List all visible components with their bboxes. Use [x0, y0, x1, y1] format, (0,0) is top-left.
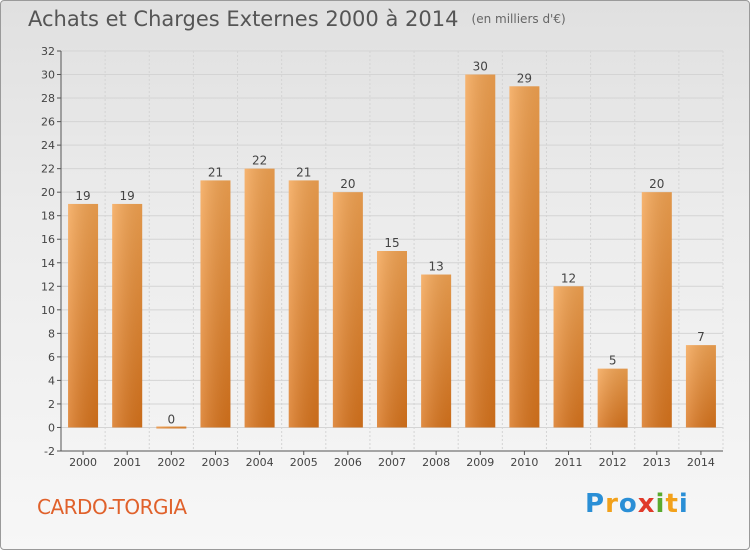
data-label: 20 — [340, 177, 355, 191]
x-tick-label: 2010 — [510, 456, 538, 469]
logo-letter: i — [678, 489, 689, 519]
bar-sheen — [244, 168, 275, 428]
logo-letter: x — [637, 489, 656, 519]
proxiti-logo: Proxiti — [585, 489, 689, 519]
x-tick-label: 2003 — [201, 456, 229, 469]
x-tick-label: 2006 — [334, 456, 362, 469]
y-tick-label: 10 — [41, 304, 55, 317]
bar-sheen — [421, 274, 452, 428]
chart-title: Achats et Charges Externes 2000 à 2014 — [28, 7, 459, 31]
bar-layer — [68, 74, 716, 429]
y-tick-label: 30 — [41, 69, 55, 82]
bar-sheen — [288, 180, 319, 428]
x-tick-label: 2009 — [466, 456, 494, 469]
bar-sheen — [641, 192, 672, 428]
bar-sheen — [597, 368, 628, 428]
y-tick-label: 2 — [48, 398, 55, 411]
data-label: 29 — [517, 71, 532, 85]
logo-letter: r — [605, 489, 619, 519]
logo-letter: o — [618, 489, 638, 519]
data-label: 12 — [561, 271, 576, 285]
logo-letter: i — [655, 489, 666, 519]
y-tick-label: 6 — [48, 351, 55, 364]
x-tick-label: 2014 — [687, 456, 715, 469]
y-tick-label: 16 — [41, 233, 55, 246]
x-tick-label: 2004 — [246, 456, 274, 469]
y-tick-label: 22 — [41, 163, 55, 176]
data-label: 13 — [428, 260, 443, 274]
bar-sheen — [156, 426, 187, 429]
bar-sheen — [68, 203, 99, 428]
data-label: 21 — [208, 165, 223, 179]
x-tick-label: 2007 — [378, 456, 406, 469]
bar-sheen — [465, 74, 496, 428]
y-tick-label: 24 — [41, 139, 55, 152]
bar-sheen — [685, 345, 716, 428]
x-tick-label: 2001 — [113, 456, 141, 469]
y-tick-label: 20 — [41, 186, 55, 199]
y-tick-label: 18 — [41, 210, 55, 223]
x-tick-label: 2005 — [290, 456, 318, 469]
logo-letter: t — [665, 489, 679, 519]
commune-name: CARDO-TORGIA — [37, 495, 187, 519]
bar-sheen — [509, 86, 540, 428]
y-tick-label: 14 — [41, 257, 55, 270]
data-label: 15 — [384, 236, 399, 250]
y-tick-label: 4 — [48, 374, 55, 387]
data-label: 19 — [120, 189, 135, 203]
bar-sheen — [553, 286, 584, 428]
bar-sheen — [332, 192, 363, 428]
data-label: 21 — [296, 165, 311, 179]
chart-unit: (en milliers d'€) — [471, 12, 566, 26]
bar-sheen — [200, 180, 231, 428]
data-label: 0 — [168, 412, 176, 426]
data-label: 5 — [609, 354, 617, 368]
y-tick-label: 0 — [48, 421, 55, 434]
y-tick-label: 26 — [41, 116, 55, 129]
data-label-layer: 19 19 0 21 22 21 20 15 13 30 29 12 5 20 7 — [75, 60, 704, 427]
y-tick-label: -2 — [44, 445, 55, 458]
y-tick-label: 32 — [41, 45, 55, 58]
data-label: 19 — [75, 189, 90, 203]
data-label: 20 — [649, 177, 664, 191]
x-tick-label: 2011 — [555, 456, 583, 469]
x-tick-label: 2002 — [157, 456, 185, 469]
y-tick-label: 8 — [48, 327, 55, 340]
y-tick-label: 12 — [41, 280, 55, 293]
data-label: 7 — [697, 330, 705, 344]
x-tick-label: 2013 — [643, 456, 671, 469]
x-tick-label: 2000 — [69, 456, 97, 469]
title-row: Achats et Charges Externes 2000 à 2014 (… — [28, 7, 566, 31]
logo-letter: P — [585, 489, 606, 519]
data-label: 30 — [473, 60, 488, 74]
data-label: 22 — [252, 154, 267, 168]
bar-sheen — [112, 203, 143, 428]
x-tick-label: 2012 — [599, 456, 627, 469]
y-tick-label: 28 — [41, 92, 55, 105]
x-tick-label: 2008 — [422, 456, 450, 469]
bar-sheen — [377, 251, 407, 428]
